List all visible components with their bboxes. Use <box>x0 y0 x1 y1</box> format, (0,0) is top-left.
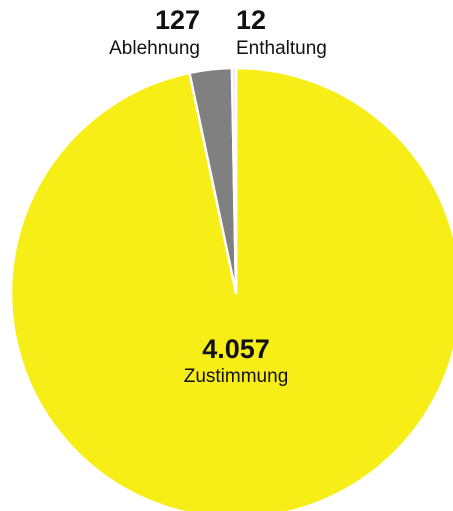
value-label: 4.057 <box>202 334 270 364</box>
pie-slice <box>230 66 238 295</box>
slice-label: Enthaltung <box>236 38 327 59</box>
value-label: 127 <box>155 5 200 35</box>
pie-slice <box>9 66 453 511</box>
slice-label: Zustimmung <box>184 366 289 387</box>
value-label: 12 <box>236 5 266 35</box>
slice-label: Ablehnung <box>109 38 200 59</box>
